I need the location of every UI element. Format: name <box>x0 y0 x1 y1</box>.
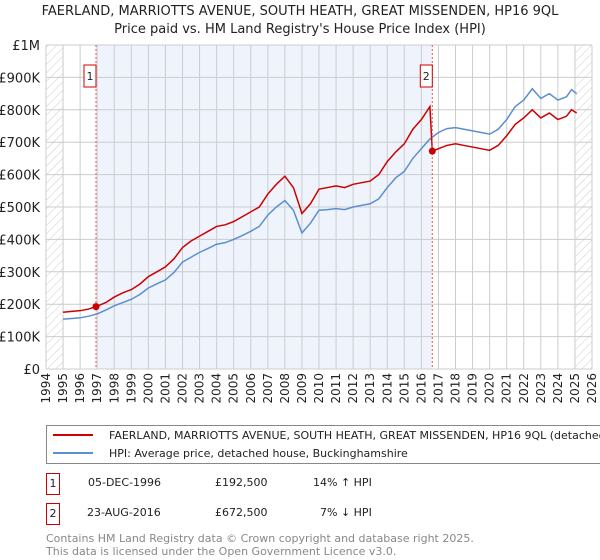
sale-date: 05-DEC-1996 <box>88 476 162 489</box>
legend-label: FAERLAND, MARRIOTTS AVENUE, SOUTH HEATH,… <box>109 428 600 442</box>
x-tick-label: 2024 <box>551 373 565 404</box>
x-tick-label: 2012 <box>346 373 360 404</box>
x-tick-label: 2009 <box>295 373 309 404</box>
y-tick-label: £700K <box>0 136 40 151</box>
sale-hpi-diff: 7% ↓ HPI <box>320 506 372 519</box>
x-tick-label: 2004 <box>210 373 224 404</box>
sale-marker-box <box>419 64 433 88</box>
legend: FAERLAND, MARRIOTTS AVENUE, SOUTH HEATH,… <box>46 425 600 464</box>
legend-item-hpi: HPI: Average price, detached house, Buck… <box>47 444 408 462</box>
sale-marker: 1 <box>46 473 60 495</box>
x-tick-label: 2018 <box>449 373 463 404</box>
legend-item-property: FAERLAND, MARRIOTTS AVENUE, SOUTH HEATH,… <box>47 426 600 444</box>
x-tick-label: 1994 <box>39 373 53 404</box>
x-tick-label: 1996 <box>73 373 87 404</box>
x-tick-label: 2026 <box>585 373 599 404</box>
x-tick-label: 2003 <box>193 373 207 404</box>
x-tick-label: 1998 <box>107 373 121 404</box>
x-tick-label: 2002 <box>176 373 190 404</box>
x-tick-label: 2023 <box>534 373 548 404</box>
sale-marker-label: 1 <box>86 70 93 83</box>
x-tick-label: 1997 <box>90 373 104 404</box>
sale-marker-label: 2 <box>423 70 430 83</box>
sale-point <box>92 303 100 311</box>
y-tick-label: £200K <box>0 298 40 313</box>
x-tick-label: 2017 <box>431 373 445 404</box>
red-line-swatch <box>53 434 93 436</box>
y-tick-label: £400K <box>0 233 40 248</box>
x-tick-label: 2025 <box>568 373 582 404</box>
x-tick-label: 2007 <box>261 373 275 404</box>
x-tick-label: 1999 <box>124 373 138 404</box>
x-tick-label: 2006 <box>244 373 258 404</box>
x-tick-label: 2016 <box>414 373 428 404</box>
x-tick-label: 2001 <box>158 373 172 404</box>
chart-subtitle: Price paid vs. HM Land Registry's House … <box>114 22 486 37</box>
x-tick-label: 2010 <box>312 373 326 404</box>
x-tick-label: 2014 <box>380 373 394 404</box>
x-tick-label: 2005 <box>227 373 241 404</box>
y-tick-label: £0 <box>23 363 40 378</box>
y-tick-label: £800K <box>0 104 40 119</box>
footer-copyright: Contains HM Land Registry data © Crown c… <box>46 532 474 545</box>
y-tick-label: £100K <box>0 331 40 346</box>
x-tick-label: 2008 <box>278 373 292 404</box>
x-tick-label: 2021 <box>500 373 514 404</box>
legend-label: HPI: Average price, detached house, Buck… <box>109 446 408 460</box>
y-tick-label: £900K <box>0 71 40 86</box>
x-tick-label: 2020 <box>483 373 497 404</box>
x-tick-label: 2015 <box>397 373 411 404</box>
footer-license: This data is licensed under the Open Gov… <box>46 545 397 558</box>
chart-title: FAERLAND, MARRIOTTS AVENUE, SOUTH HEATH,… <box>41 4 559 19</box>
sale-marker-box <box>83 64 97 88</box>
sale-hpi-diff: 14% ↑ HPI <box>313 476 372 489</box>
sale-point <box>428 147 436 155</box>
y-tick-label: £300K <box>0 266 40 281</box>
sale-marker: 2 <box>46 503 60 525</box>
price-chart: 1 2 £0 £100K £200K £300K £400K £500K £600K £700K £… <box>0 39 599 404</box>
x-tick-label: 2013 <box>363 373 377 404</box>
x-tick-label: 2019 <box>466 373 480 404</box>
y-tick-label: £500K <box>0 201 40 216</box>
series-line-property <box>62 104 578 314</box>
y-tick-label: £1M <box>12 39 40 54</box>
series-line-hpi <box>63 87 578 320</box>
y-tick-label: £600K <box>0 169 40 184</box>
x-tick-label: 1995 <box>56 373 70 404</box>
blue-line-swatch <box>53 452 93 454</box>
x-tick-label: 2022 <box>517 373 531 404</box>
sale-date: 23-AUG-2016 <box>87 506 161 519</box>
x-tick-label: 2000 <box>141 373 155 404</box>
sale-price: £192,500 <box>215 476 268 489</box>
x-tick-label: 2011 <box>329 373 343 404</box>
sale-price: £672,500 <box>215 506 268 519</box>
